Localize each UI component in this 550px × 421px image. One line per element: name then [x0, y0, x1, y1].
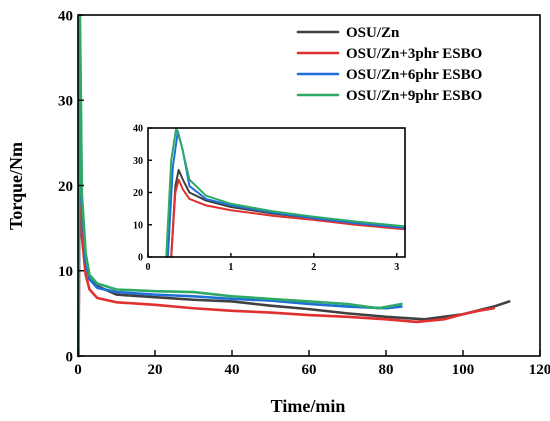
main-x-tick-label: 120	[529, 362, 550, 378]
inset-y-tick-label: 10	[133, 220, 143, 231]
inset-series-lines	[165, 127, 406, 258]
inset-background	[148, 128, 405, 257]
main-x-tick-label: 80	[379, 362, 394, 378]
main-x-tick-label: 0	[74, 362, 82, 378]
inset-y-tick-label: 40	[133, 124, 143, 135]
y-axis-title: Torque/Nm	[6, 142, 26, 230]
main-y-tick-label: 10	[58, 264, 73, 280]
inset-x-tick-label: 3	[394, 262, 399, 273]
inset-series-line-3	[166, 130, 406, 258]
legend-label-2: OSU/Zn+3phr ESBO	[346, 46, 482, 62]
main-x-tick-label: 60	[302, 362, 317, 378]
main-y-tick-label: 20	[58, 179, 73, 195]
legend-label-1: OSU/Zn	[346, 25, 400, 41]
inset-series-line-4	[165, 127, 406, 258]
inset-y-tick-label: 30	[133, 156, 143, 167]
main-y-tick-label: 30	[58, 94, 73, 110]
inset-y-tick-label: 20	[133, 188, 143, 199]
inset-x-tick-label: 2	[311, 262, 316, 273]
main-series-lines	[77, 13, 511, 358]
main-x-tick-label: 20	[148, 362, 163, 378]
main-series-line-2	[77, 192, 496, 358]
inset-x-tick-label: 0	[146, 262, 151, 273]
main-y-tick-label: 0	[66, 349, 74, 365]
legend-label-4: OSU/Zn+9phr ESBO	[346, 88, 482, 104]
x-axis-title: Time/min	[271, 396, 346, 416]
inset-y-tick-label: 0	[138, 253, 143, 264]
main-x-tick-label: 100	[452, 362, 475, 378]
legend: OSU/Zn OSU/Zn+3phr ESBO OSU/Zn+6phr ESBO OS…	[296, 25, 482, 104]
inset-series-line-2	[170, 178, 406, 258]
main-series-line-4	[77, 13, 403, 358]
main-y-tick-label: 40	[58, 8, 73, 24]
main-x-tick-label: 40	[225, 362, 240, 378]
inset-x-tick-label: 1	[228, 262, 233, 273]
legend-label-3: OSU/Zn+6phr ESBO	[346, 67, 482, 83]
